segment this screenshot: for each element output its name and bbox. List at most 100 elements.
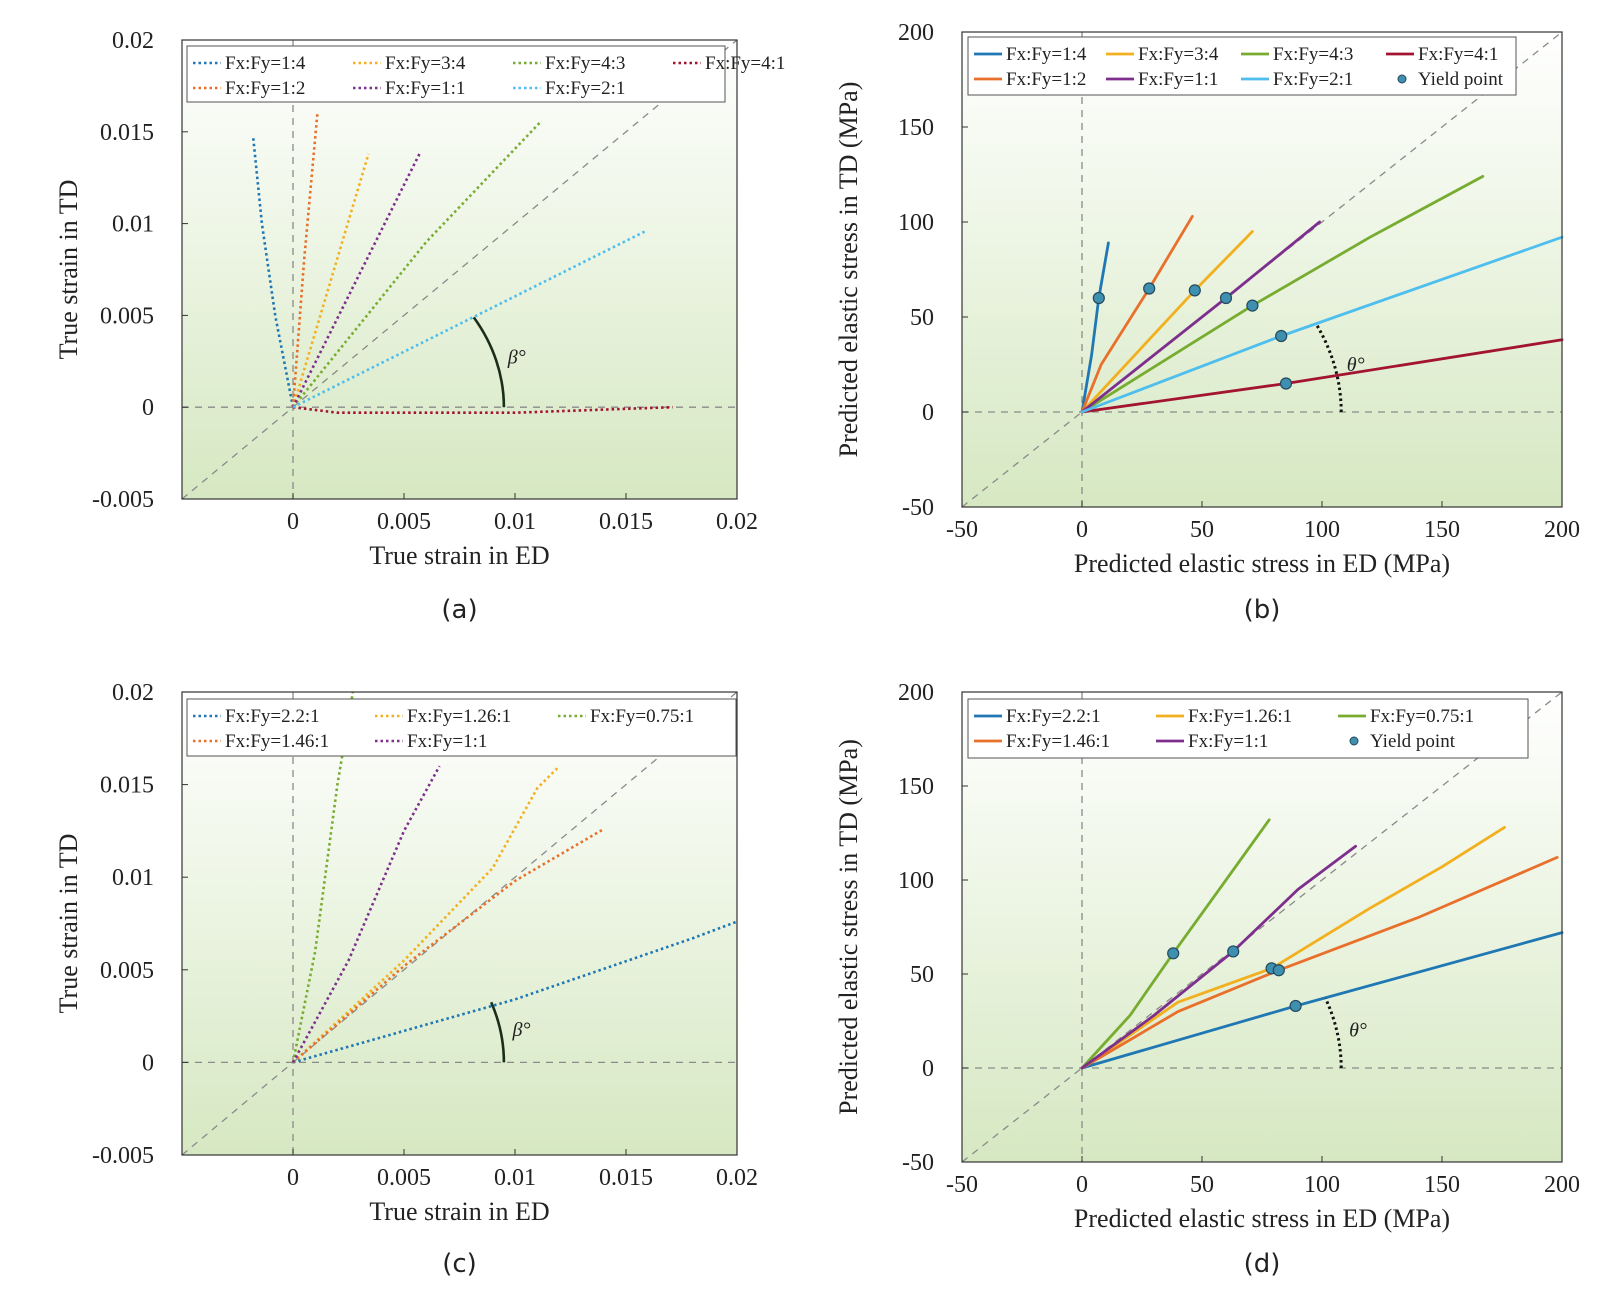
angle-label: β° xyxy=(512,1019,531,1041)
legend-label: Fx:Fy=2.2:1 xyxy=(225,706,320,727)
y-tick-label: 100 xyxy=(898,210,934,236)
panel-caption: (b) xyxy=(1244,595,1281,625)
legend-label: Fx:Fy=1:2 xyxy=(225,78,305,99)
x-tick-label: 0 xyxy=(287,509,299,535)
legend-label: Fx:Fy=1.46:1 xyxy=(225,731,329,752)
angle-arc xyxy=(489,1001,506,1063)
y-tick-label: -50 xyxy=(902,1150,934,1176)
legend-label: Yield point xyxy=(1418,69,1504,90)
legend-label: Yield point xyxy=(1370,731,1456,752)
series-line-5 xyxy=(1080,214,1194,414)
x-axis-label: Predicted elastic stress in ED (MPa) xyxy=(1074,549,1450,578)
legend-label: Fx:Fy=2.2:1 xyxy=(1006,706,1101,727)
yield-point xyxy=(1143,282,1156,295)
yield-point xyxy=(1246,299,1259,312)
angle-arc xyxy=(472,316,506,408)
legend-label: Fx:Fy=1:1 xyxy=(385,78,465,99)
panel-b: θ° -50 0 50 100 150 200 -50 0 50 100 150 200 Fx:Fy… xyxy=(834,20,1580,625)
y-tick-label: 200 xyxy=(898,20,934,46)
y-tick-label: 0.01 xyxy=(112,212,154,238)
x-tick-label: -50 xyxy=(946,517,978,543)
y-tick-label: 50 xyxy=(910,305,934,331)
x-axis-label: Predicted elastic stress in ED (MPa) xyxy=(1074,1204,1450,1233)
x-tick-label: 0.005 xyxy=(377,1165,431,1191)
legend-label: Fx:Fy=1:1 xyxy=(1188,731,1268,752)
legend-label: Fx:Fy=3:4 xyxy=(385,53,466,74)
x-tick-label: 0.01 xyxy=(494,1165,536,1191)
legend-label: Fx:Fy=4:3 xyxy=(1273,44,1353,65)
legend-label: Fx:Fy=1:4 xyxy=(225,53,306,74)
x-tick-label: 100 xyxy=(1304,517,1340,543)
legend-label: Fx:Fy=1:4 xyxy=(1006,44,1087,65)
legend-box xyxy=(967,36,1517,96)
y-tick-label: -0.005 xyxy=(92,487,154,513)
x-tick-label: 0.02 xyxy=(716,1165,758,1191)
y-tick-label: 0.015 xyxy=(100,773,154,799)
legend-box xyxy=(186,698,737,757)
angle-label: θ° xyxy=(1347,354,1365,376)
x-axis-label: True strain in ED xyxy=(369,541,549,570)
x-tick-label: 0.015 xyxy=(599,509,653,535)
legend-label: Fx:Fy=1:1 xyxy=(1138,69,1218,90)
yield-point xyxy=(1227,945,1240,958)
panel-caption: (c) xyxy=(442,1249,477,1279)
y-tick-label: -50 xyxy=(902,495,934,521)
legend-label: Fx:Fy=1.26:1 xyxy=(1188,706,1292,727)
series-line-3 xyxy=(1080,174,1485,414)
x-tick-label: -50 xyxy=(946,1172,978,1198)
panel-caption: (d) xyxy=(1244,1249,1281,1279)
y-tick-label: -0.005 xyxy=(92,1143,154,1169)
y-axis-label: True strain in TD xyxy=(54,180,83,360)
diagonal-guide xyxy=(181,39,738,500)
legend-box xyxy=(967,698,1529,759)
legend-label: Fx:Fy=1:2 xyxy=(1006,69,1086,90)
x-tick-label: 0.02 xyxy=(716,509,758,535)
legend-label: Fx:Fy=3:4 xyxy=(1138,44,1219,65)
x-tick-label: 150 xyxy=(1424,1172,1460,1198)
y-tick-label: 150 xyxy=(898,115,934,141)
y-tick-label: 200 xyxy=(898,680,934,706)
x-tick-label: 0 xyxy=(287,1165,299,1191)
series-line-4 xyxy=(292,827,605,1064)
x-tick-label: 200 xyxy=(1544,517,1580,543)
x-tick-label: 0.01 xyxy=(494,509,536,535)
series-line-4 xyxy=(292,405,673,415)
x-tick-label: 200 xyxy=(1544,1172,1580,1198)
yield-point xyxy=(1289,999,1302,1013)
yield-point xyxy=(1279,377,1293,390)
diagonal-guide xyxy=(181,691,738,1156)
series-line-2 xyxy=(291,153,370,408)
yield-point xyxy=(1219,291,1233,305)
series-line-3 xyxy=(291,691,355,1063)
panel-d: θ° -50 0 50 100 150 200 -50 0 50 100 150 200 Fx:Fy… xyxy=(834,680,1580,1279)
y-tick-label: 0.02 xyxy=(112,28,154,54)
legend-swatch xyxy=(1397,74,1407,84)
x-tick-label: 100 xyxy=(1304,1172,1340,1198)
panel-a: β° 0 0.005 0.01 0.015 0.02 -0.005 0 0.005 0.01 0… xyxy=(54,28,785,625)
y-tick-label: 150 xyxy=(898,774,934,800)
y-tick-label: 0 xyxy=(142,395,154,421)
legend-label: Fx:Fy=2:1 xyxy=(545,78,625,99)
legend-label: Fx:Fy=4:1 xyxy=(1418,44,1498,65)
y-tick-label: 0 xyxy=(142,1050,154,1076)
legend-label: Fx:Fy=0.75:1 xyxy=(1370,706,1474,727)
y-tick-label: 0.01 xyxy=(112,865,154,891)
legend-label: Fx:Fy=2:1 xyxy=(1273,69,1353,90)
x-tick-label: 150 xyxy=(1424,517,1460,543)
series-line-2 xyxy=(1080,826,1506,1070)
legend-label: Fx:Fy=0.75:1 xyxy=(590,706,694,727)
angle-label: θ° xyxy=(1349,1020,1367,1042)
legend-label: Fx:Fy=4:1 xyxy=(705,53,785,74)
x-axis-label: True strain in ED xyxy=(369,1197,549,1226)
angle-arc xyxy=(1315,324,1343,413)
yield-point xyxy=(1275,329,1288,343)
y-tick-label: 100 xyxy=(898,868,934,894)
x-tick-label: 50 xyxy=(1190,517,1214,543)
x-tick-label: 50 xyxy=(1190,1172,1214,1198)
yield-point xyxy=(1272,964,1285,977)
y-tick-label: 0 xyxy=(922,1056,934,1082)
yield-point xyxy=(1188,284,1201,297)
panel-caption: (a) xyxy=(441,595,477,625)
y-tick-label: 0 xyxy=(922,400,934,426)
